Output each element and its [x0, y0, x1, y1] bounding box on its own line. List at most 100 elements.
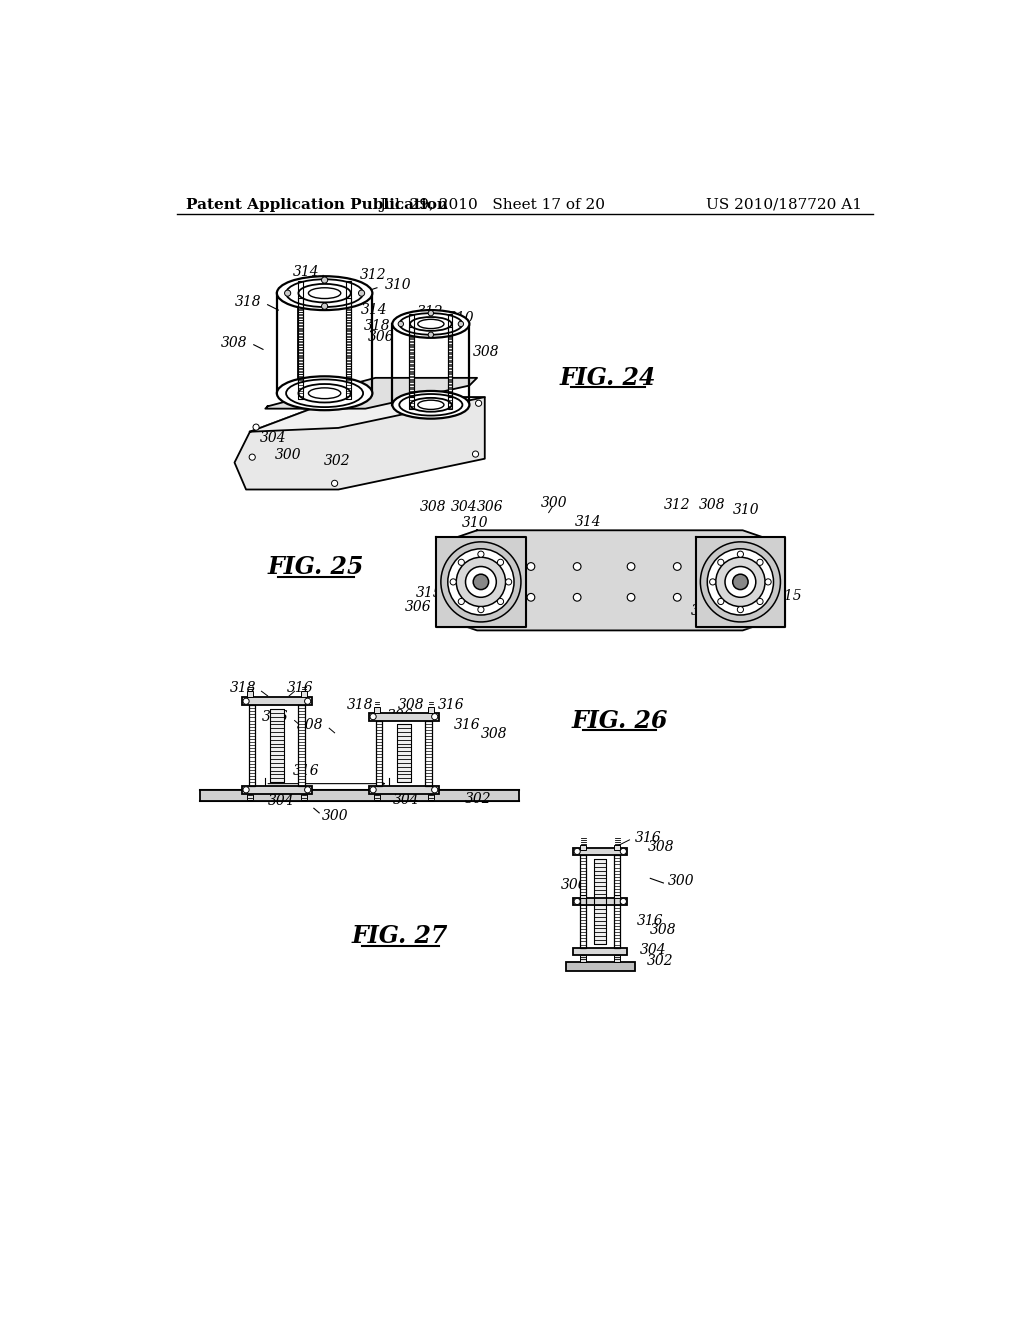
Bar	[243, 785, 311, 793]
Circle shape	[478, 607, 484, 612]
Bar	[397, 725, 411, 781]
Circle shape	[765, 578, 771, 585]
Circle shape	[674, 594, 681, 601]
Circle shape	[458, 598, 465, 605]
Ellipse shape	[392, 310, 469, 338]
Ellipse shape	[399, 395, 463, 416]
Text: 310: 310	[385, 279, 412, 293]
Circle shape	[332, 400, 338, 407]
Bar	[425, 721, 432, 785]
Bar	[581, 855, 587, 948]
Bar	[298, 705, 304, 785]
Circle shape	[322, 304, 328, 309]
Text: 310: 310	[447, 310, 474, 325]
Circle shape	[737, 607, 743, 612]
Text: 306: 306	[386, 709, 413, 723]
Text: 308: 308	[648, 840, 675, 854]
Bar	[200, 789, 519, 800]
Bar	[370, 785, 438, 793]
Circle shape	[432, 787, 438, 793]
Circle shape	[574, 899, 581, 904]
Circle shape	[457, 557, 506, 607]
Circle shape	[472, 451, 478, 457]
Bar	[614, 845, 621, 850]
Text: 314: 314	[293, 265, 319, 280]
Text: 312: 312	[664, 498, 690, 512]
Text: 304: 304	[451, 500, 477, 515]
Text: FIG. 25: FIG. 25	[267, 554, 364, 578]
Ellipse shape	[399, 313, 463, 335]
Bar	[425, 721, 432, 785]
Bar	[397, 725, 411, 781]
Circle shape	[428, 310, 433, 315]
Bar	[247, 793, 253, 800]
Text: 314: 314	[435, 602, 462, 616]
Bar	[376, 721, 382, 785]
Text: 308: 308	[481, 727, 508, 742]
Bar	[614, 956, 621, 961]
Text: 304: 304	[260, 430, 287, 445]
Bar	[270, 709, 284, 781]
Bar	[410, 314, 414, 397]
Text: 308: 308	[296, 718, 323, 733]
Bar	[447, 327, 453, 409]
Bar	[243, 697, 311, 705]
Circle shape	[700, 543, 780, 622]
Text: 308: 308	[420, 500, 446, 515]
Bar	[428, 793, 434, 800]
Ellipse shape	[286, 280, 364, 308]
Circle shape	[674, 562, 681, 570]
Text: 318: 318	[229, 681, 256, 696]
Ellipse shape	[410, 397, 452, 412]
Text: 316: 316	[454, 718, 480, 733]
Circle shape	[253, 424, 259, 430]
Bar	[270, 709, 284, 781]
Bar	[581, 895, 587, 899]
Circle shape	[710, 578, 716, 585]
Bar	[594, 859, 606, 944]
Bar	[573, 948, 628, 956]
Bar	[249, 705, 255, 785]
Text: 316: 316	[287, 681, 313, 696]
Text: 306: 306	[368, 330, 394, 345]
Text: Patent Application Publication: Patent Application Publication	[186, 198, 449, 211]
Circle shape	[498, 598, 504, 605]
Bar	[298, 705, 304, 785]
Ellipse shape	[298, 284, 351, 302]
Circle shape	[243, 787, 249, 793]
Text: 312: 312	[417, 305, 443, 319]
Text: 315: 315	[483, 585, 510, 598]
Text: 315: 315	[775, 589, 802, 603]
Circle shape	[358, 290, 365, 296]
Bar	[249, 705, 255, 785]
Text: 314: 314	[361, 304, 388, 317]
Circle shape	[432, 714, 438, 719]
Circle shape	[473, 574, 488, 590]
Bar	[614, 855, 621, 948]
Bar	[370, 713, 438, 721]
Text: 302: 302	[691, 605, 718, 618]
Bar	[594, 859, 606, 944]
Circle shape	[447, 549, 514, 615]
Text: 300: 300	[275, 447, 302, 462]
Bar	[247, 692, 253, 697]
Text: 308: 308	[698, 498, 725, 512]
Bar	[581, 956, 587, 961]
Bar	[298, 281, 303, 383]
Ellipse shape	[276, 376, 373, 411]
Text: 318: 318	[234, 296, 261, 309]
Text: 312: 312	[360, 268, 387, 282]
Text: 300: 300	[541, 496, 567, 511]
Polygon shape	[250, 397, 484, 432]
Circle shape	[304, 787, 310, 793]
Bar	[410, 327, 414, 409]
Circle shape	[451, 578, 457, 585]
Circle shape	[573, 562, 581, 570]
Bar	[410, 327, 414, 409]
Bar	[573, 847, 628, 855]
Text: 316: 316	[293, 763, 319, 777]
Text: 300: 300	[322, 809, 348, 822]
Bar	[614, 855, 621, 948]
Circle shape	[498, 560, 504, 565]
Polygon shape	[436, 537, 525, 627]
